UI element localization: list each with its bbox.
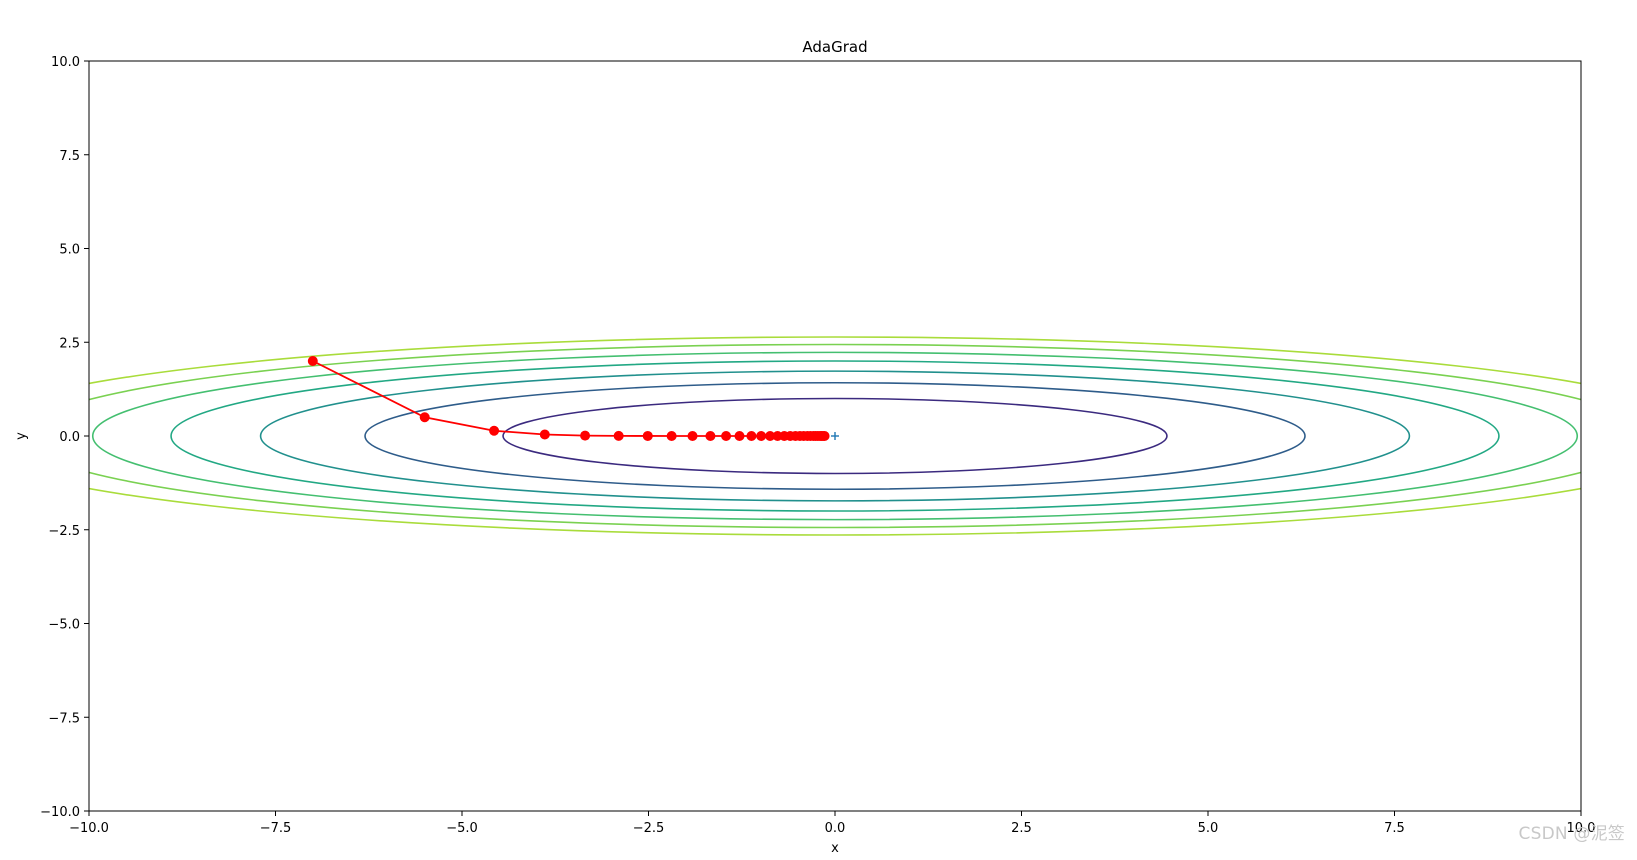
path-point-30 [819, 431, 830, 441]
path-point-14 [756, 431, 767, 441]
x-axis-label: x [831, 841, 839, 856]
minimum-marker-group [831, 432, 839, 440]
path-point-1 [307, 356, 318, 366]
x-tick-label: 10.0 [1567, 821, 1596, 836]
contour-2 [364, 381, 1306, 491]
x-tick-label: −5.0 [446, 821, 478, 836]
y-tick-label: −2.5 [48, 524, 80, 539]
x-axis-ticks: −10.0 −7.5 −5.0 −2.5 0.0 2.5 5.0 7.5 10.0 [69, 811, 1595, 836]
y-tick-label: −10.0 [40, 805, 80, 820]
y-tick-label: 7.5 [59, 149, 80, 164]
contour-4 [170, 360, 1500, 512]
optimization-points [307, 356, 830, 441]
path-point-4 [539, 429, 550, 440]
y-tick-label: 0.0 [59, 430, 80, 445]
path-point-9 [687, 431, 698, 441]
path-point-8 [666, 431, 677, 441]
y-tick-label: 10.0 [51, 55, 80, 70]
watermark: CSDN @泥签 [1518, 824, 1625, 844]
y-tick-label: 2.5 [59, 336, 80, 351]
path-point-11 [721, 431, 732, 441]
path-point-13 [746, 431, 757, 441]
contour-5 [91, 351, 1579, 521]
y-axis-label: y [14, 432, 29, 440]
contour-lines [89, 336, 1581, 536]
path-point-15 [765, 431, 776, 441]
path-point-12 [734, 431, 745, 441]
x-tick-label: 5.0 [1198, 821, 1219, 836]
x-tick-label: −7.5 [260, 821, 292, 836]
path-point-6 [613, 430, 624, 441]
contour-3 [259, 370, 1411, 502]
path-point-5 [580, 430, 591, 441]
y-tick-label: 5.0 [59, 243, 80, 258]
chart-title: AdaGrad [802, 38, 867, 56]
contour-6 [89, 343, 1581, 529]
x-tick-label: 0.0 [825, 821, 846, 836]
x-tick-label: 7.5 [1384, 821, 1405, 836]
path-point-2 [419, 412, 430, 423]
path-point-3 [489, 425, 500, 436]
contour-1 [502, 397, 1168, 475]
x-tick-label: 2.5 [1011, 821, 1032, 836]
contour-7 [89, 336, 1581, 536]
x-tick-label: −10.0 [69, 821, 109, 836]
path-point-7 [642, 430, 653, 441]
path-point-10 [705, 431, 716, 441]
y-tick-label: −5.0 [48, 618, 80, 633]
y-tick-label: −7.5 [48, 711, 80, 726]
x-tick-label: −2.5 [633, 821, 665, 836]
y-axis-ticks: 10.0 7.5 5.0 2.5 0.0 −2.5 −5.0 −7.5 −10.0 [40, 55, 89, 820]
